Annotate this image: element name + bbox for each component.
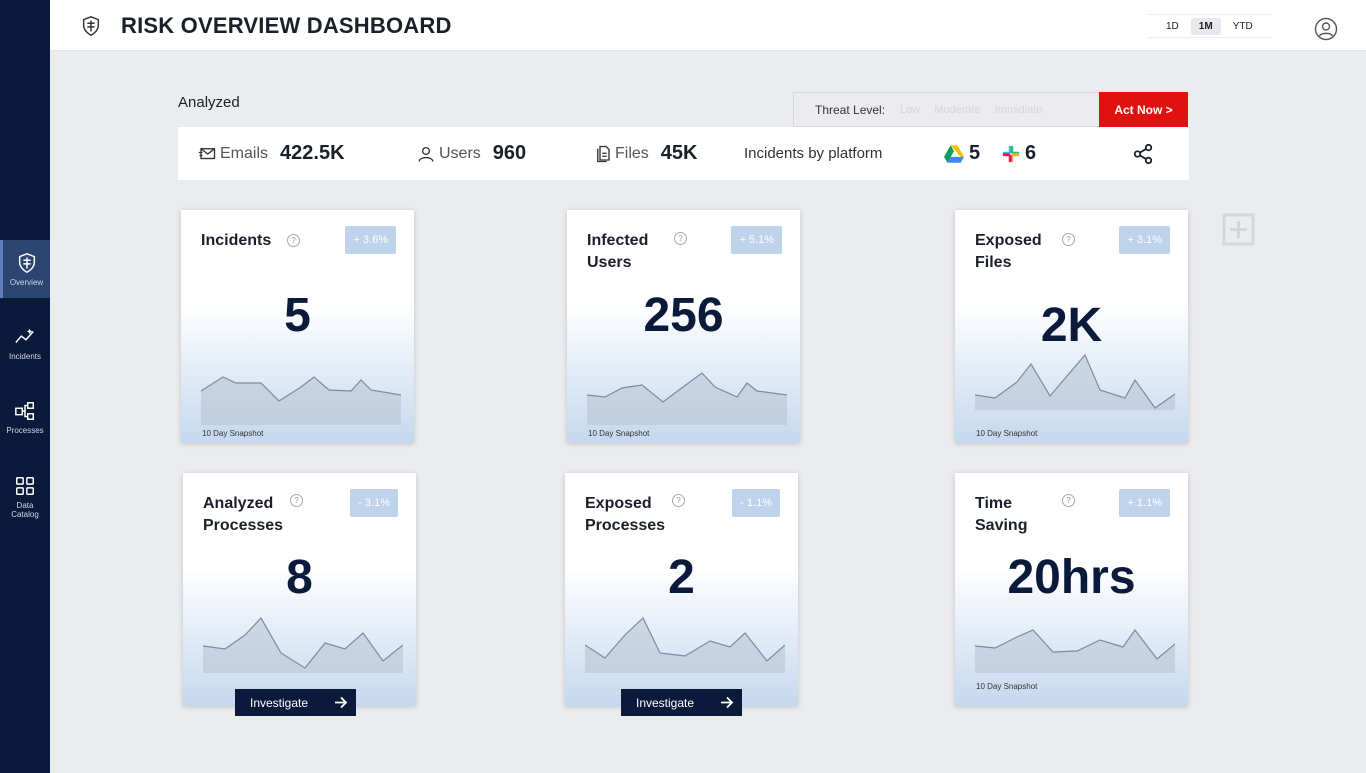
change-badge: - 1.1%: [732, 489, 780, 517]
section-title: Analyzed: [178, 94, 240, 111]
emails-label: Emails: [220, 144, 269, 162]
user-avatar-icon[interactable]: [1314, 17, 1338, 41]
card-value: 8: [286, 551, 313, 604]
user-icon: [418, 146, 434, 162]
investigate-button[interactable]: Investigate: [621, 689, 742, 716]
analyzed-stats-bar: Emails 422.5K Users 960 Files 45K Incide…: [178, 127, 1189, 180]
stat-platform: Incidents by platform: [744, 127, 882, 180]
grid-icon: [16, 477, 34, 495]
card-title: Incidents: [201, 232, 272, 249]
shield-icon: [18, 252, 35, 273]
slack-value: 6: [1025, 142, 1037, 164]
shield-logo-icon: [82, 16, 100, 36]
trend-icon: [15, 328, 34, 343]
help-icon[interactable]: ?: [1062, 233, 1075, 246]
threat-moderate[interactable]: Moderate: [934, 103, 981, 116]
card-exposed-processes[interactable]: Exposed Processes ? - 1.1% 2: [565, 473, 798, 706]
help-icon[interactable]: ?: [290, 494, 303, 507]
sparkline-chart: [587, 372, 787, 425]
card-value: 256: [643, 289, 724, 342]
sidebar-item-label: Incidents: [8, 351, 42, 361]
range-1m[interactable]: 1M: [1190, 17, 1221, 35]
threat-low[interactable]: Low: [900, 103, 921, 116]
snapshot-label: 10 Day Snapshot: [976, 682, 1038, 691]
stat-slack: 6: [1002, 127, 1036, 180]
files-value: 45K: [660, 142, 698, 164]
google-drive-icon: [944, 144, 964, 163]
sidebar-item-incidents[interactable]: Incidents: [0, 314, 50, 372]
threat-level-label: Threat Level:: [815, 102, 886, 117]
sparkline-chart: [203, 616, 403, 673]
arrow-right-icon: [721, 696, 734, 709]
change-badge: + 5.1%: [731, 226, 782, 254]
card-title: Time Saving: [975, 495, 1028, 534]
card-infected-users[interactable]: Infected Users ? + 5.1% 256 10 Day Snaps…: [567, 210, 800, 443]
emails-value: 422.5K: [280, 142, 345, 164]
card-time-saving[interactable]: Time Saving ? + 1.1% 20hrs 10 Day Snapsh…: [955, 473, 1188, 706]
sidebar: Overview Incidents Processes Data Catalo…: [0, 0, 50, 773]
add-card-icon[interactable]: [1222, 213, 1255, 246]
card-analyzed-processes[interactable]: Analyzed Processes ? - 3.1% 8: [183, 473, 416, 706]
gdrive-value: 5: [969, 142, 981, 164]
share-icon[interactable]: [1132, 143, 1154, 165]
sidebar-item-label: Data Catalog: [11, 501, 39, 519]
sparkline-chart: [585, 617, 785, 673]
threat-immidiate[interactable]: Immidiate: [994, 103, 1043, 116]
help-icon[interactable]: ?: [1062, 494, 1075, 507]
snapshot-label: 10 Day Snapshot: [976, 429, 1038, 438]
sparkline-chart: [975, 628, 1175, 673]
card-value: 2K: [1040, 299, 1103, 352]
users-value: 960: [492, 142, 527, 164]
help-icon[interactable]: ?: [287, 234, 300, 247]
threat-level-bar: Threat Level: Low Moderate Immidiate Act…: [793, 92, 1188, 127]
change-badge: - 3.1%: [350, 489, 398, 517]
sidebar-item-label: Overview: [9, 277, 44, 287]
card-title: Exposed Files: [975, 232, 1042, 271]
file-icon: [597, 145, 610, 162]
investigate-label: Investigate: [250, 695, 309, 710]
range-ytd[interactable]: YTD: [1232, 20, 1253, 32]
stat-users: Users 960: [417, 127, 526, 180]
help-icon[interactable]: ?: [674, 232, 687, 245]
platform-label: Incidents by platform: [744, 145, 883, 162]
arrow-right-icon: [335, 696, 348, 709]
change-badge: + 1.1%: [1119, 489, 1170, 517]
card-title: Infected Users: [587, 232, 649, 271]
sidebar-item-processes[interactable]: Processes: [0, 388, 50, 446]
processes-icon: [15, 401, 34, 420]
page-title: RISK OVERVIEW DASHBOARD: [121, 13, 452, 38]
sparkline-chart: [975, 353, 1175, 410]
sidebar-item-label: Processes: [6, 425, 44, 435]
email-icon: [198, 147, 216, 159]
stat-google-drive: 5: [944, 127, 980, 180]
stat-emails: Emails 422.5K: [198, 127, 345, 180]
slack-icon: [1002, 145, 1020, 162]
time-range-selector: 1D 1M YTD: [1148, 14, 1271, 38]
investigate-button[interactable]: Investigate: [235, 689, 356, 716]
help-icon[interactable]: ?: [672, 494, 685, 507]
change-badge: + 3.1%: [1119, 226, 1170, 254]
sidebar-item-data-catalog[interactable]: Data Catalog: [0, 466, 50, 528]
snapshot-label: 10 Day Snapshot: [202, 429, 264, 438]
files-label: Files: [615, 144, 649, 162]
sparkline-chart: [201, 376, 401, 425]
card-title: Analyzed Processes: [203, 495, 284, 534]
range-1d[interactable]: 1D: [1166, 20, 1179, 32]
snapshot-label: 10 Day Snapshot: [588, 429, 650, 438]
change-badge: + 3.6%: [345, 226, 396, 254]
card-title: Exposed Processes: [585, 495, 666, 534]
card-incidents[interactable]: Incidents ? + 3.6% 5 10 Day Snapshot: [181, 210, 414, 443]
investigate-label: Investigate: [636, 695, 695, 710]
card-value: 20hrs: [1007, 551, 1136, 604]
card-exposed-files[interactable]: Exposed Files ? + 3.1% 2K 10 Day Snapsho…: [955, 210, 1188, 443]
sidebar-item-overview[interactable]: Overview: [0, 240, 50, 298]
act-now-button[interactable]: Act Now >: [1099, 92, 1188, 127]
users-label: Users: [439, 144, 481, 162]
card-value: 2: [668, 551, 695, 604]
stat-files: Files 45K: [595, 127, 697, 180]
card-value: 5: [284, 289, 311, 342]
header: RISK OVERVIEW DASHBOARD 1D 1M YTD: [50, 0, 1366, 51]
